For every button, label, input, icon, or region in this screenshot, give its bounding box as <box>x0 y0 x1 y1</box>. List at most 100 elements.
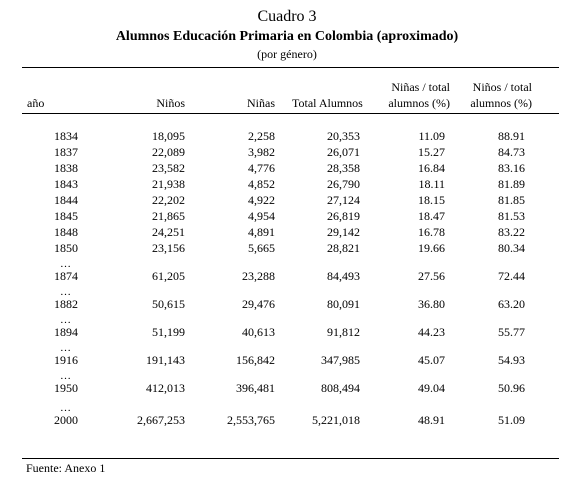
cell-year: 1850 <box>54 241 78 255</box>
cell-ninos-pct: 81.89 <box>498 177 525 191</box>
cell-total: 29,142 <box>327 225 360 239</box>
cell-total: 347,985 <box>321 353 360 367</box>
cell-total: 26,071 <box>327 145 360 159</box>
cell-ninas-pct: 16.78 <box>418 225 445 239</box>
cell-year: 1843 <box>54 177 78 191</box>
cell-ninas: 4,954 <box>248 209 275 223</box>
cell-total: 26,790 <box>327 177 360 191</box>
cell-year: 1916 <box>54 353 78 367</box>
cell-ninas: 4,776 <box>248 161 275 175</box>
cell-ninos-pct: 51.09 <box>498 413 525 427</box>
cell-ninas-pct: 27.56 <box>418 269 445 283</box>
table-title: Alumnos Educación Primaria en Colombia (… <box>115 29 459 44</box>
cell-ninos: 412,013 <box>146 381 185 395</box>
cell-ninas: 5,665 <box>248 241 275 255</box>
cell-ninos: 23,582 <box>152 161 185 175</box>
cell-year: 1837 <box>54 145 78 159</box>
cell-ninos-pct: 81.53 <box>498 209 525 223</box>
cell-year: 1844 <box>54 193 78 207</box>
cell-ninos-pct: 81.85 <box>498 193 525 207</box>
table-caption: Cuadro 3 <box>257 8 317 25</box>
cell-ninas-pct: 49.04 <box>418 381 445 395</box>
cell-ninos: 50,615 <box>152 297 185 311</box>
table-row: 1834 18,095 2,258 20,353 11.09 88.91 <box>0 129 574 143</box>
cell-ninos: 18,095 <box>152 129 185 143</box>
cell-ninos-pct: 84.73 <box>498 145 525 159</box>
cell-ninos-pct: 72.44 <box>498 269 525 283</box>
cell-ninas-pct: 16.84 <box>418 161 445 175</box>
table-subtitle: (por género) <box>257 47 317 61</box>
cell-ninas: 2,258 <box>248 129 275 143</box>
cell-total: 80,091 <box>327 297 360 311</box>
cell-ninos: 51,199 <box>152 325 185 339</box>
cell-ninas: 4,852 <box>248 177 275 191</box>
row-gap-ellipsis: … <box>60 370 71 382</box>
cell-total: 5,221,018 <box>312 413 360 427</box>
cell-ninos-pct: 55.77 <box>498 325 525 339</box>
cell-ninas-pct: 45.07 <box>418 353 445 367</box>
cell-ninos: 191,143 <box>146 353 185 367</box>
cell-ninos-pct: 83.22 <box>498 225 525 239</box>
cell-ninas: 29,476 <box>242 297 275 311</box>
cell-ninos: 21,865 <box>152 209 185 223</box>
header-anio: año <box>27 96 45 110</box>
cell-ninos-pct: 54.93 <box>498 353 525 367</box>
cell-ninas-pct: 15.27 <box>418 145 445 159</box>
cell-year: 1838 <box>54 161 78 175</box>
table-row: 1845 21,865 4,954 26,819 18.47 81.53 <box>0 209 574 223</box>
table-row: 1950 412,013 396,481 808,494 49.04 50.96 <box>0 381 574 395</box>
cell-year: 1834 <box>54 129 78 143</box>
row-gap-ellipsis: … <box>60 314 71 326</box>
row-gap-ellipsis: … <box>60 258 71 270</box>
cell-year: 1894 <box>54 325 78 339</box>
cell-ninas: 3,982 <box>248 145 275 159</box>
cell-ninas-pct: 48.91 <box>418 413 445 427</box>
table-row: 2000 2,667,253 2,553,765 5,221,018 48.91 51.0… <box>0 413 574 427</box>
table-row: 1843 21,938 4,852 26,790 18.11 81.89 <box>0 177 574 191</box>
source-note: Fuente: Anexo 1 <box>26 461 106 475</box>
cell-total: 28,358 <box>327 161 360 175</box>
cell-total: 27,124 <box>327 193 360 207</box>
table-row: 1848 24,251 4,891 29,142 16.78 83.22 <box>0 225 574 239</box>
cell-year: 1882 <box>54 297 78 311</box>
cell-ninas-pct: 44.23 <box>418 325 445 339</box>
cell-ninas-pct: 36.80 <box>418 297 445 311</box>
cell-year: 1950 <box>54 381 78 395</box>
cell-ninos-pct: 63.20 <box>498 297 525 311</box>
cell-ninas: 40,613 <box>242 325 275 339</box>
cell-ninos-pct: 88.91 <box>498 129 525 143</box>
header-ninos-pct-line2: alumnos (%) <box>470 96 532 110</box>
table-row: 1916 191,143 156,842 347,985 45.07 54.93 <box>0 353 574 367</box>
table-row: 1882 50,615 29,476 80,091 36.80 63.20 <box>0 297 574 311</box>
cell-ninas-pct: 18.15 <box>418 193 445 207</box>
cell-total: 91,812 <box>327 325 360 339</box>
cell-year: 2000 <box>54 413 78 427</box>
row-gap-ellipsis: … <box>60 342 71 354</box>
cell-total: 26,819 <box>327 209 360 223</box>
table-row: 1874 61,205 23,288 84,493 27.56 72.44 <box>0 269 574 283</box>
cell-ninas: 156,842 <box>236 353 275 367</box>
cell-ninos-pct: 83.16 <box>498 161 525 175</box>
cell-year: 1848 <box>54 225 78 239</box>
cell-ninas-pct: 18.11 <box>418 177 445 191</box>
cell-ninas: 4,891 <box>248 225 275 239</box>
cell-ninos: 61,205 <box>152 269 185 283</box>
row-gap-ellipsis: … <box>60 286 71 298</box>
header-rule <box>22 113 559 114</box>
cell-ninas: 23,288 <box>242 269 275 283</box>
table-top-rule <box>22 67 559 68</box>
cell-ninos: 2,667,253 <box>137 413 185 427</box>
table-row: 1844 22,202 4,922 27,124 18.15 81.85 <box>0 193 574 207</box>
cell-total: 28,821 <box>327 241 360 255</box>
cell-year: 1845 <box>54 209 78 223</box>
table-bottom-rule <box>22 458 559 459</box>
cell-total: 20,353 <box>327 129 360 143</box>
header-ninos-pct-line1: Niños / total <box>472 80 532 94</box>
cell-ninas-pct: 11.09 <box>418 129 445 143</box>
header-ninas: Niñas <box>247 96 275 110</box>
cell-ninos-pct: 80.34 <box>498 241 525 255</box>
cell-ninos: 24,251 <box>152 225 185 239</box>
cell-ninos: 22,202 <box>152 193 185 207</box>
table-row: 1850 23,156 5,665 28,821 19.66 80.34 <box>0 241 574 255</box>
